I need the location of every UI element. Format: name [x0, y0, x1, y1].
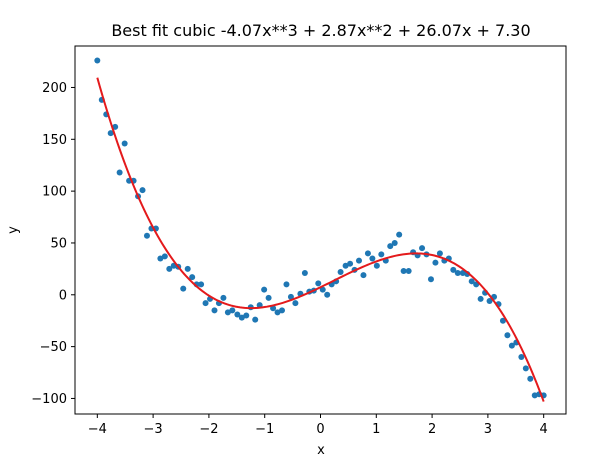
- fit-curve-line: [96, 77, 545, 402]
- data-point: [211, 307, 218, 314]
- data-point: [454, 270, 461, 277]
- plot-frame: [74, 45, 567, 415]
- data-point: [504, 332, 511, 339]
- data-point: [292, 300, 299, 307]
- data-point: [274, 309, 281, 316]
- x-tick-label: 2: [428, 422, 436, 437]
- y-tick-label: −50: [40, 340, 67, 355]
- data-point: [324, 291, 331, 298]
- data-point: [477, 295, 484, 302]
- data-point: [287, 293, 294, 300]
- data-point: [436, 250, 443, 257]
- data-point: [432, 259, 439, 266]
- data-point: [116, 169, 123, 176]
- data-points: [94, 57, 547, 399]
- data-point: [355, 257, 362, 264]
- data-point: [94, 57, 101, 64]
- data-point: [143, 232, 150, 239]
- data-point: [157, 255, 164, 262]
- y-tick-label: 200: [42, 81, 67, 96]
- data-point: [508, 342, 515, 349]
- y-axis-label: y: [6, 226, 21, 234]
- data-point: [243, 312, 250, 319]
- data-point: [198, 281, 205, 288]
- data-point: [121, 140, 128, 147]
- x-tick-label: 4: [540, 422, 548, 437]
- y-tick-label: 0: [59, 288, 67, 303]
- x-tick-label: −2: [199, 422, 218, 437]
- data-point: [347, 260, 354, 267]
- y-tick-label: −100: [31, 392, 67, 407]
- data-point: [486, 298, 493, 305]
- data-point: [518, 353, 525, 360]
- data-point: [450, 266, 457, 273]
- data-point: [337, 268, 344, 275]
- data-point: [468, 278, 475, 285]
- data-point: [319, 286, 326, 293]
- data-point: [522, 365, 529, 372]
- data-point: [315, 280, 322, 287]
- data-point: [396, 231, 403, 238]
- data-point: [184, 265, 191, 272]
- y-axis-ticks: −100 −50 0 50 100 150 200: [31, 81, 75, 407]
- data-point: [189, 274, 196, 281]
- data-point: [107, 130, 114, 137]
- data-point: [161, 253, 168, 260]
- data-point: [527, 375, 534, 382]
- x-axis-label: x: [317, 443, 325, 458]
- data-point: [427, 276, 434, 283]
- data-point: [139, 187, 146, 194]
- data-point: [387, 243, 394, 250]
- data-point: [391, 239, 398, 246]
- x-tick-label: −3: [144, 422, 163, 437]
- data-point: [180, 285, 187, 292]
- data-point: [229, 307, 236, 314]
- x-tick-label: −1: [255, 422, 274, 437]
- data-point: [342, 262, 349, 269]
- data-point: [224, 309, 231, 316]
- x-tick-label: 0: [316, 422, 324, 437]
- data-point: [405, 267, 412, 274]
- x-axis-ticks: −4 −3 −2 −1 0 1 2 3 4: [88, 414, 548, 437]
- data-point: [364, 250, 371, 257]
- x-tick-label: 3: [484, 422, 492, 437]
- data-point: [419, 245, 426, 252]
- data-point: [378, 251, 385, 258]
- x-tick-label: −4: [88, 422, 107, 437]
- data-point: [279, 307, 286, 314]
- data-point: [400, 267, 407, 274]
- chart-title: Best fit cubic -4.07x**3 + 2.87x**2 + 26…: [111, 21, 530, 40]
- data-point: [499, 317, 506, 324]
- data-point: [112, 123, 119, 130]
- data-point: [166, 265, 173, 272]
- data-point: [252, 316, 259, 323]
- data-point: [301, 270, 308, 277]
- data-point: [373, 262, 380, 269]
- data-point: [238, 314, 245, 321]
- y-tick-label: 50: [50, 236, 67, 251]
- data-point: [283, 281, 290, 288]
- data-point: [220, 294, 227, 301]
- data-point: [369, 255, 376, 262]
- y-tick-label: 150: [42, 133, 67, 148]
- x-tick-label: 1: [372, 422, 380, 437]
- data-point: [265, 294, 272, 301]
- data-point: [360, 272, 367, 279]
- data-point: [202, 300, 209, 307]
- y-tick-label: 100: [42, 185, 67, 200]
- data-point: [261, 286, 268, 293]
- data-point: [234, 311, 241, 318]
